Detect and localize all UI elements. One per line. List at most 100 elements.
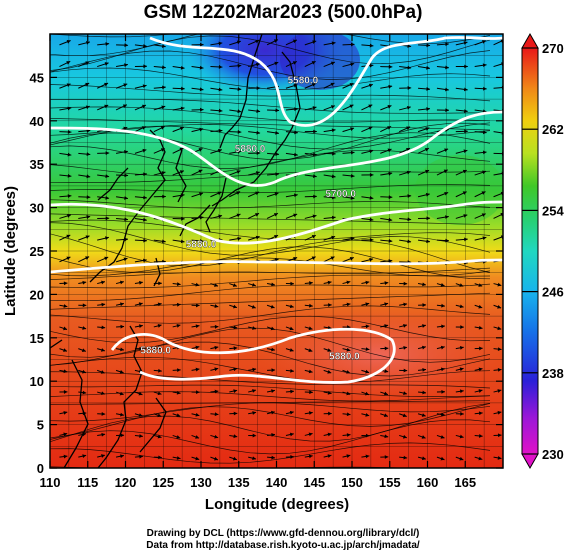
wind-arrowhead <box>176 456 181 460</box>
wind-arrowhead <box>161 44 166 49</box>
wind-arrowhead <box>232 283 237 287</box>
wind-arrowhead <box>327 280 332 285</box>
colorbar-strip <box>521 47 539 455</box>
wind-arrowhead <box>195 303 200 308</box>
x-tick-label: 110 <box>40 475 61 490</box>
wind-arrowhead <box>63 326 68 331</box>
wind-arrowhead <box>478 304 483 309</box>
wind-arrowhead <box>141 104 146 109</box>
wind-arrowhead <box>158 368 162 373</box>
wind-arrowhead <box>460 325 464 329</box>
wind-arrowhead <box>332 151 336 156</box>
contour-label: 5880.0 <box>235 144 266 155</box>
wind-arrowhead <box>440 367 445 372</box>
wind-arrowhead <box>236 170 241 174</box>
wind-arrowhead <box>67 173 72 178</box>
wind-arrowhead <box>233 325 238 330</box>
x-tick-label: 135 <box>228 475 250 490</box>
wind-arrowhead <box>425 169 430 174</box>
wind-arrowhead <box>497 347 502 352</box>
wind-arrowhead <box>199 127 204 132</box>
wind-arrowhead <box>199 192 203 196</box>
wind-arrowhead <box>82 303 87 308</box>
wind-arrowhead <box>157 434 162 439</box>
wind-arrowhead <box>483 86 487 91</box>
wind-arrowhead <box>255 171 260 175</box>
wind-arrowhead <box>384 302 389 307</box>
wind-arrowhead <box>255 213 260 217</box>
wind-arrowhead <box>384 434 389 439</box>
wind-arrowhead <box>426 43 431 48</box>
wind-arrowhead <box>293 193 298 198</box>
wind-arrowhead <box>463 87 468 92</box>
wind-arrowhead <box>346 412 351 417</box>
wind-arrowhead <box>369 149 374 154</box>
wind-arrowhead <box>384 281 389 285</box>
wind-arrowhead <box>407 86 412 90</box>
wind-arrowhead <box>402 434 407 439</box>
y-tick-label: 25 <box>30 244 44 259</box>
wind-arrowhead <box>101 391 105 396</box>
wind-arrowhead <box>445 87 449 92</box>
wind-arrowhead <box>441 412 445 417</box>
wind-arrowhead <box>105 42 110 46</box>
wind-arrowhead <box>124 217 129 222</box>
wind-arrowhead <box>421 413 426 417</box>
wind-arrowhead <box>407 65 412 70</box>
wind-arrowhead <box>252 456 256 461</box>
x-tick-label: 130 <box>190 475 212 490</box>
wind-arrowhead <box>138 302 143 306</box>
wind-arrowhead <box>218 87 223 92</box>
wind-arrowhead <box>365 412 370 417</box>
wind-arrowhead <box>82 369 86 374</box>
wind-arrowhead <box>81 348 86 352</box>
wind-arrowhead <box>100 370 105 374</box>
colorbar-tick-label: 254 <box>542 203 564 218</box>
wind-arrowhead <box>440 435 445 439</box>
wind-arrowhead <box>252 367 257 372</box>
wind-arrowhead <box>459 345 464 350</box>
wind-arrowhead <box>236 213 241 218</box>
wind-arrowhead <box>275 131 279 135</box>
wind-arrowhead <box>63 432 68 437</box>
wind-arrowhead <box>143 64 147 69</box>
wind-arrowhead <box>122 104 127 108</box>
wind-arrowhead <box>274 192 279 196</box>
wind-arrowhead <box>271 389 275 393</box>
wind-arrowhead <box>143 172 147 177</box>
wind-arrowhead <box>294 152 298 157</box>
wind-arrowhead <box>120 433 125 438</box>
wind-arrowhead <box>86 174 91 179</box>
wind-arrowhead <box>161 239 166 244</box>
wind-arrowhead <box>365 280 370 285</box>
wind-arrowhead <box>289 348 294 352</box>
wind-arrowhead <box>162 65 166 70</box>
wind-arrowhead <box>388 217 393 222</box>
wind-arrowhead <box>271 347 275 352</box>
streamline <box>50 34 174 38</box>
x-tick-label: 150 <box>341 475 363 490</box>
wind-arrowhead <box>403 391 407 395</box>
contour-label: 5880.0 <box>140 345 171 356</box>
wind-arrowhead <box>195 324 200 329</box>
wind-arrowhead <box>350 62 355 67</box>
wind-arrowhead <box>478 283 483 287</box>
wind-arrowhead <box>331 235 336 240</box>
wind-arrowhead <box>119 369 124 374</box>
wind-arrowhead <box>346 391 351 396</box>
wind-arrowhead <box>176 324 181 328</box>
contour-label: 5880.0 <box>329 352 360 363</box>
wind-arrowhead <box>120 454 124 459</box>
wind-arrowhead <box>85 82 90 87</box>
wind-arrowhead <box>143 195 147 200</box>
wind-arrowhead <box>403 368 408 373</box>
wind-arrowhead <box>407 194 412 198</box>
wind-arrowhead <box>195 282 200 287</box>
wind-arrowhead <box>63 454 68 459</box>
wind-arrowhead <box>445 108 449 113</box>
wind-arrowhead <box>290 454 294 459</box>
wind-arrowhead <box>403 281 408 286</box>
wind-arrowhead <box>312 214 317 219</box>
wind-arrowhead <box>365 454 370 459</box>
wind-arrowhead <box>104 236 109 241</box>
